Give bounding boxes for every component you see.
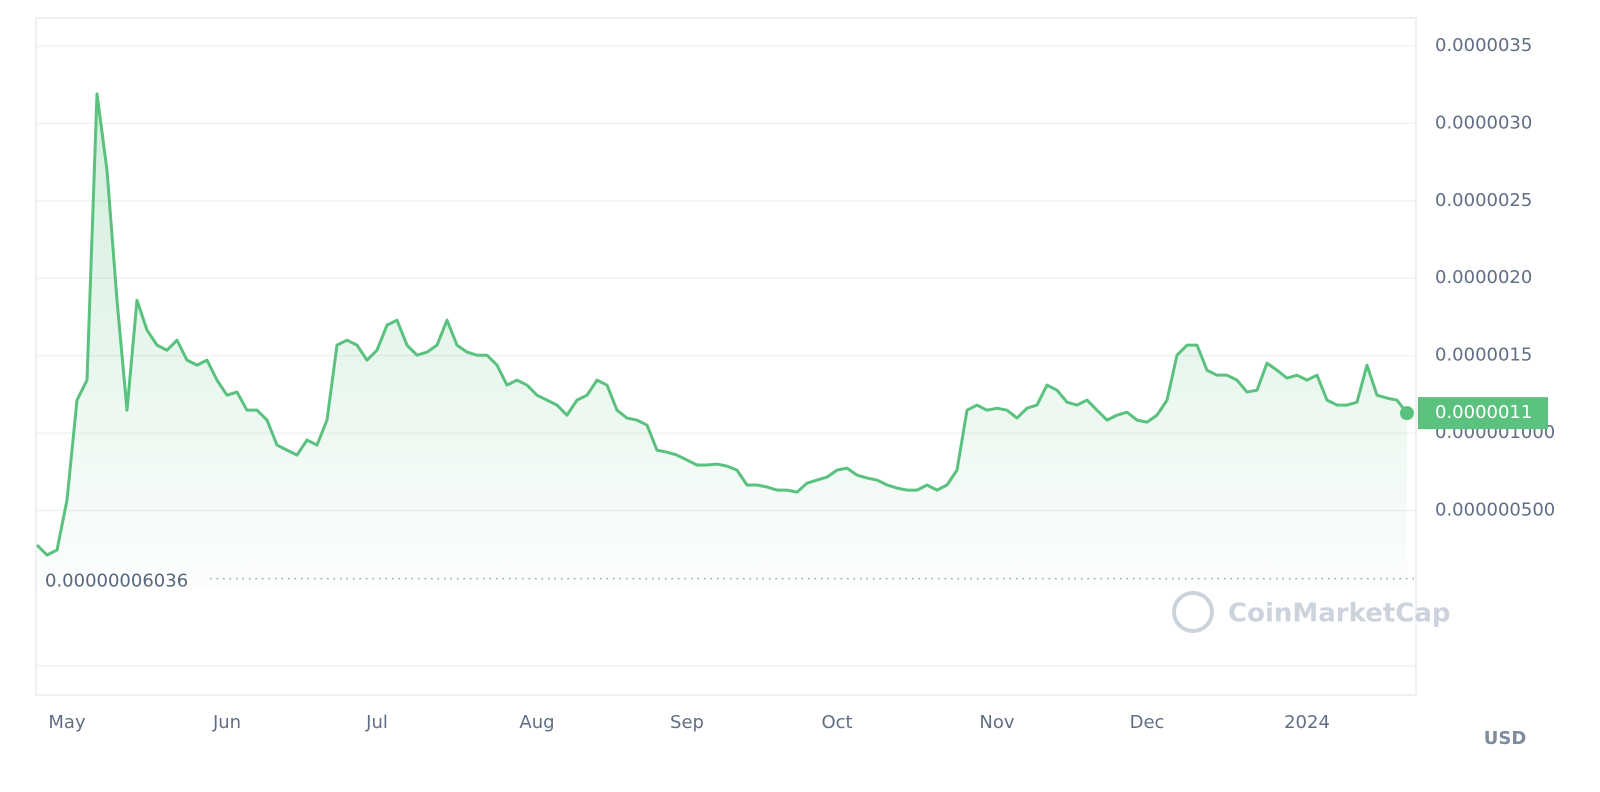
x-tick-label: Nov [979, 712, 1014, 733]
price-line [35, 92, 1409, 557]
x-tick-label: Aug [519, 712, 554, 733]
y-tick-label: 0.0000020 [1435, 267, 1532, 288]
watermark-text: CoinMarketCap [1228, 599, 1451, 629]
price-area [37, 93, 1407, 589]
currency-label: USD [1484, 728, 1527, 749]
watermark: CoinMarketCap [1172, 591, 1451, 633]
current-price-tag [1418, 397, 1548, 430]
x-tick-label: Jun [212, 712, 241, 733]
y-tick-label: 0.000000500 [1435, 500, 1555, 521]
y-tick-label: 0.0000025 [1435, 190, 1532, 211]
y-tick-label: 0.0000030 [1435, 112, 1532, 133]
x-tick-label: Dec [1130, 712, 1165, 733]
x-tick-label: May [48, 712, 86, 733]
min-price-label: 0.00000006036 [45, 571, 188, 592]
y-tick-label: 0.0000035 [1435, 35, 1532, 56]
x-tick-label: Sep [670, 712, 704, 733]
watermark-logo [1172, 591, 1214, 633]
last-point [1400, 406, 1414, 421]
y-tick-label: 0.0000015 [1435, 345, 1532, 366]
x-tick-label: Jul [365, 712, 388, 733]
current-price-label: 0.0000011 [1435, 402, 1532, 423]
plot-frame [35, 17, 1417, 696]
x-tick-label: Oct [821, 712, 852, 733]
x-tick-label: 2024 [1284, 712, 1330, 733]
